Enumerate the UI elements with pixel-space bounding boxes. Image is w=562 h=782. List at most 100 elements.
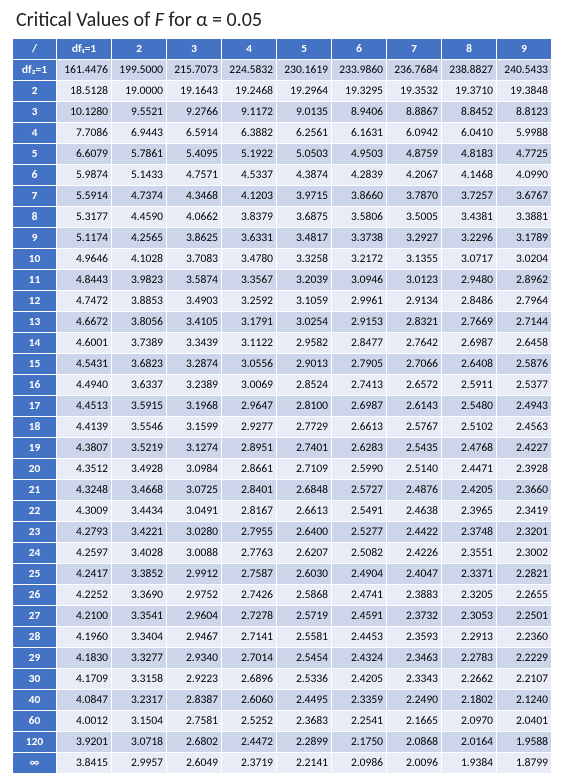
data-cell: 2.3928 [497,459,552,480]
data-cell: 2.7729 [277,417,332,438]
data-cell: 5.5914 [57,186,112,207]
data-cell: 4.6001 [57,333,112,354]
data-cell: 6.5914 [167,123,222,144]
data-cell: 6.1631 [332,123,387,144]
data-cell: 2.4943 [497,396,552,417]
data-cell: 3.0946 [332,270,387,291]
data-cell: 2.0164 [442,732,497,753]
data-cell: 1.9588 [497,732,552,753]
table-row: 85.31774.45904.06623.83793.68753.58063.5… [13,207,552,228]
data-cell: 2.1802 [442,690,497,711]
row-header: 29 [13,648,57,669]
table-row: 1203.92013.07182.68022.44722.28992.17502… [13,732,552,753]
data-cell: 2.6613 [277,501,332,522]
data-cell: 2.4047 [387,564,442,585]
row-header: 21 [13,480,57,501]
row-header: ∞ [13,753,57,774]
data-cell: 3.2172 [332,249,387,270]
data-cell: 3.7257 [442,186,497,207]
data-cell: 3.3567 [222,270,277,291]
table-row: 164.49403.63373.23893.00692.85242.74132.… [13,375,552,396]
title-prefix: Critical Values of [16,8,155,32]
data-cell: 2.2501 [497,606,552,627]
data-cell: 4.0012 [57,711,112,732]
data-cell: 2.3660 [497,480,552,501]
data-cell: 9.5521 [112,102,167,123]
data-cell: 3.5806 [332,207,387,228]
data-cell: 2.7109 [277,459,332,480]
data-cell: 238.8827 [442,60,497,81]
data-cell: 2.5876 [497,354,552,375]
data-cell: 3.4928 [112,459,167,480]
data-cell: 3.4817 [277,228,332,249]
data-cell: 3.4028 [112,543,167,564]
data-cell: 3.1599 [167,417,222,438]
data-cell: 2.0868 [387,732,442,753]
table-row: ∞3.84152.99572.60492.37192.21412.09862.0… [13,753,552,774]
row-header: 5 [13,144,57,165]
row-header: 14 [13,333,57,354]
data-cell: 4.7571 [167,165,222,186]
row-header: df₂=1 [13,60,57,81]
data-cell: 199.5000 [112,60,167,81]
data-cell: 2.4227 [497,438,552,459]
table-row: 56.60795.78615.40955.19225.05034.95034.8… [13,144,552,165]
row-header: 8 [13,207,57,228]
data-cell: 6.2561 [277,123,332,144]
data-cell: 2.9957 [112,753,167,774]
data-cell: 2.5491 [332,501,387,522]
data-cell: 2.2541 [332,711,387,732]
data-cell: 2.4876 [387,480,442,501]
data-cell: 2.9340 [167,648,222,669]
data-cell: 2.3371 [442,564,497,585]
data-cell: 240.5433 [497,60,552,81]
data-cell: 2.4768 [442,438,497,459]
data-cell: 230.1619 [277,60,332,81]
data-cell: 9.1172 [222,102,277,123]
data-cell: 2.6987 [442,333,497,354]
row-header: 3 [13,102,57,123]
data-cell: 2.4563 [497,417,552,438]
data-cell: 4.6672 [57,312,112,333]
table-row: 224.30093.44343.04912.81672.66132.54912.… [13,501,552,522]
data-cell: 3.1059 [277,291,332,312]
data-cell: 161.4476 [57,60,112,81]
data-cell: 3.6331 [222,228,277,249]
col-header: 5 [277,39,332,60]
data-cell: 4.3807 [57,438,112,459]
col-header: 8 [442,39,497,60]
row-header: 40 [13,690,57,711]
data-cell: 3.1504 [112,711,167,732]
row-header: 22 [13,501,57,522]
row-header: 26 [13,585,57,606]
header-row: / df₁=1 2 3 4 5 6 7 8 9 [13,39,552,60]
data-cell: 2.9604 [167,606,222,627]
data-cell: 2.6458 [497,333,552,354]
data-cell: 2.5102 [442,417,497,438]
data-cell: 5.1433 [112,165,167,186]
data-cell: 2.3359 [332,690,387,711]
data-cell: 4.3874 [277,165,332,186]
data-cell: 2.1240 [497,690,552,711]
data-cell: 2.3732 [387,606,442,627]
row-header: 60 [13,711,57,732]
data-cell: 2.7401 [277,438,332,459]
row-header: 9 [13,228,57,249]
data-cell: 2.5990 [332,459,387,480]
col-header: 6 [332,39,387,60]
data-cell: 3.8853 [112,291,167,312]
row-header: 15 [13,354,57,375]
data-cell: 3.1274 [167,438,222,459]
data-cell: 2.7141 [222,627,277,648]
data-cell: 3.4903 [167,291,222,312]
data-cell: 4.0662 [167,207,222,228]
data-cell: 9.2766 [167,102,222,123]
data-cell: 2.3965 [442,501,497,522]
data-cell: 6.9443 [112,123,167,144]
data-cell: 18.5128 [57,81,112,102]
table-row: 284.19603.34042.94672.71412.55812.44532.… [13,627,552,648]
data-cell: 6.0410 [442,123,497,144]
data-cell: 3.0725 [167,480,222,501]
row-header: 20 [13,459,57,480]
col-header: 3 [167,39,222,60]
